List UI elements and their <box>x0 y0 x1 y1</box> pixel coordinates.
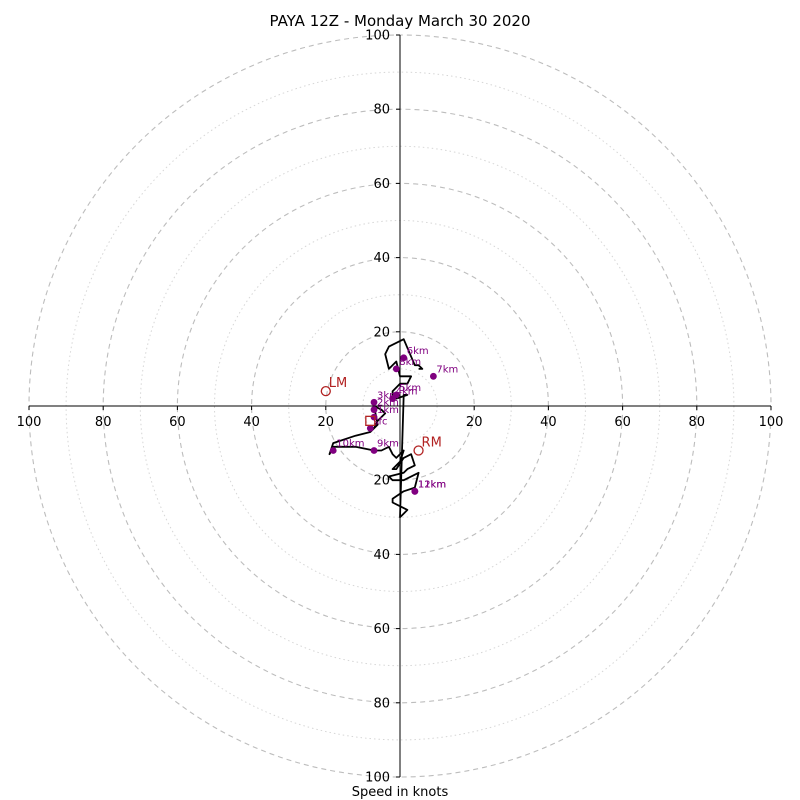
height-label-2km: 2km <box>377 398 399 409</box>
x-tick-label: 60 <box>614 415 631 430</box>
height-marker-sfc <box>366 424 374 432</box>
height-label-4km: 4km <box>396 387 418 398</box>
height-marker-5km <box>392 391 400 399</box>
height-label-11km: 11km <box>418 479 446 490</box>
height-label-3km: 3km <box>377 390 399 401</box>
x-tick-label: 80 <box>95 415 112 430</box>
height-label-sfc: sfc <box>373 416 387 427</box>
height-label-5km: 5km <box>399 383 421 394</box>
x-tick-label: 100 <box>17 415 42 430</box>
x-tick-label: 80 <box>689 415 706 430</box>
y-tick-label: 80 <box>373 103 390 118</box>
height-label-7km: 7km <box>436 364 458 375</box>
height-marker-9km <box>370 447 378 454</box>
y-tick-label: 40 <box>373 251 390 266</box>
y-tick-label: 60 <box>373 177 390 192</box>
height-marker-3km <box>370 398 378 406</box>
height-marker-6km <box>400 354 408 362</box>
y-tick-label: 20 <box>373 325 390 340</box>
height-marker-12km <box>411 487 419 495</box>
height-label-10km: 10km <box>336 439 364 450</box>
storm-motion-marker-rm <box>413 445 424 456</box>
x-tick-label: 100 <box>759 415 784 430</box>
y-tick-label: 100 <box>365 29 390 44</box>
x-axis-label: Speed in knots <box>352 785 449 800</box>
height-label-9km: 9km <box>377 439 399 450</box>
axes <box>29 35 771 777</box>
height-label-6km: 6km <box>407 346 429 357</box>
x-tick-label: 40 <box>540 415 557 430</box>
x-tick-label: 60 <box>169 415 186 430</box>
y-tick-label: 40 <box>373 548 390 563</box>
storm-motion-label-rm: RM <box>422 436 442 451</box>
height-label-12km: 12km <box>418 479 446 490</box>
mean-wind-marker <box>365 415 376 426</box>
y-tick-label: 80 <box>373 696 390 711</box>
height-marker-1km <box>370 413 378 421</box>
x-tick-label: 20 <box>318 415 335 430</box>
height-label-1km: 1km <box>377 405 399 416</box>
y-tick-label: 60 <box>373 622 390 637</box>
storm-motion-markers: LM RM <box>320 376 442 456</box>
storm-motion-label-lm: LM <box>329 376 347 391</box>
height-marker-10km <box>329 447 337 454</box>
height-marker-8km <box>392 365 400 373</box>
x-tick-label: 40 <box>243 415 260 430</box>
height-marker-2km <box>370 406 378 414</box>
y-tick-label: 100 <box>365 771 390 786</box>
x-tick-label: 20 <box>466 415 483 430</box>
axis-ticks: 100 80 60 40 20 20 40 60 80 100 100 80 60 40 20 20 40 60 8… <box>17 29 784 786</box>
storm-motion-marker-lm <box>320 386 331 397</box>
height-marker-7km <box>429 372 437 380</box>
chart-title: PAYA 12Z - Monday March 30 2020 <box>269 12 530 30</box>
height-label-8km: 8km <box>399 357 421 368</box>
hodograph-series <box>328 338 424 519</box>
hodograph-trace <box>328 338 424 519</box>
y-tick-label: 20 <box>373 474 390 489</box>
